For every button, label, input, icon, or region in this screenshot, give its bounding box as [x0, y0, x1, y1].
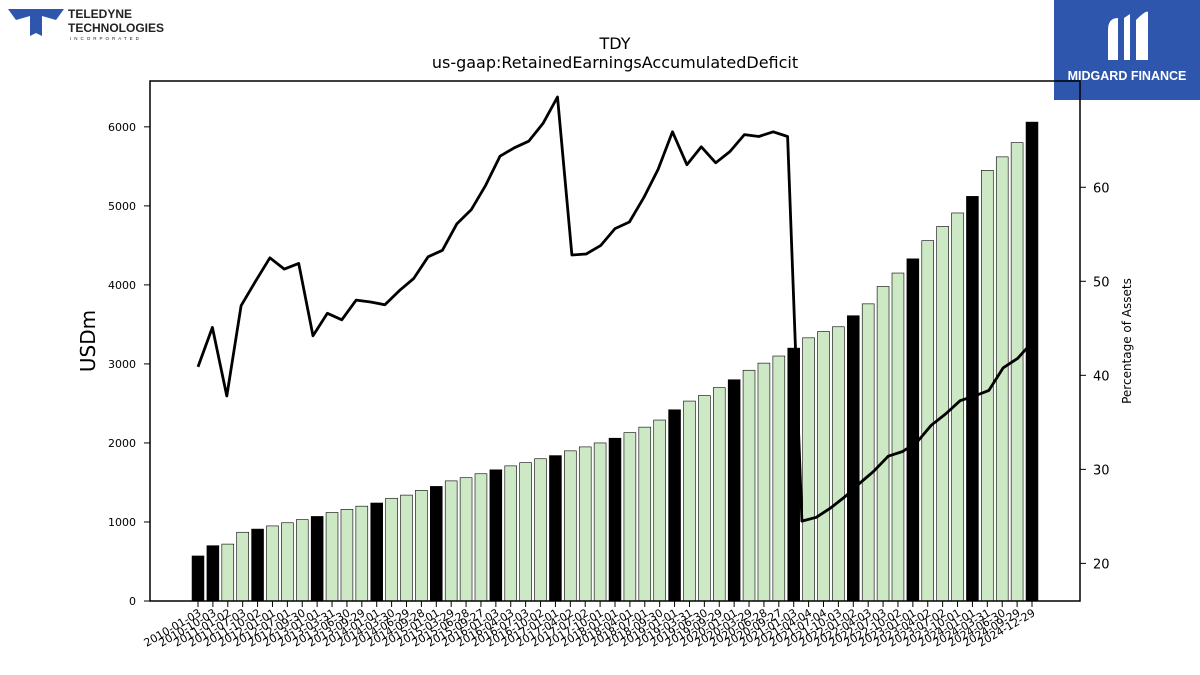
bar	[772, 355, 786, 602]
bar	[385, 497, 398, 602]
y2-tick-label: 20	[1093, 557, 1110, 572]
bar	[340, 509, 354, 602]
bar-series	[191, 121, 1039, 602]
bar	[757, 362, 771, 602]
bar	[415, 490, 428, 602]
y-tick-label: 0	[129, 595, 136, 608]
bar	[281, 522, 294, 602]
bar	[221, 543, 235, 602]
y2-tick-label: 30	[1093, 463, 1110, 478]
bar	[295, 519, 309, 602]
percentage-line	[196, 95, 1034, 523]
y2-tick-label: 60	[1093, 181, 1110, 196]
bar	[549, 455, 562, 602]
teledyne-logo: TELEDYNE TECHNOLOGIES INCORPORATED	[6, 6, 176, 42]
bar	[564, 450, 577, 602]
bar	[698, 395, 711, 602]
bar	[861, 303, 875, 602]
y2-tick-label: 50	[1093, 275, 1110, 290]
bar	[325, 512, 339, 602]
bar	[519, 462, 532, 602]
bar	[534, 458, 547, 602]
bar	[683, 400, 696, 602]
bar	[623, 432, 637, 602]
bar	[206, 545, 220, 602]
x-axis: 2010-01-032010-10-032011-01-022011-07-03…	[142, 601, 1038, 650]
bar	[638, 426, 652, 602]
y-tick-label: 1000	[108, 516, 136, 529]
bar	[474, 473, 488, 602]
bar	[236, 531, 249, 602]
bar	[608, 437, 622, 602]
bar	[444, 480, 458, 602]
bar	[1010, 142, 1024, 602]
bar	[310, 516, 324, 602]
bar	[712, 387, 726, 602]
bar	[921, 240, 935, 602]
bar	[727, 379, 741, 602]
bar	[191, 555, 205, 602]
bar	[876, 286, 890, 602]
bar	[489, 469, 503, 602]
teledyne-logo-mark: TELEDYNE TECHNOLOGIES INCORPORATED	[8, 7, 164, 41]
y-tick-label: 5000	[108, 200, 136, 213]
y-axis-left: 0 1000 2000 3000 4000 5000 6000	[108, 121, 150, 608]
bar	[832, 326, 845, 602]
y-axis-right: 20 30 40 50 60	[1080, 181, 1110, 572]
bar	[251, 528, 264, 602]
midgard-logo-glyph-left	[1108, 18, 1118, 60]
bar	[742, 369, 756, 602]
logo-left-line2: TECHNOLOGIES	[68, 21, 164, 35]
y2-axis-label: Percentage of Assets	[1120, 278, 1134, 404]
bar	[504, 465, 518, 602]
logo-right-name: MIDGARD FINANCE	[1068, 69, 1187, 83]
chart-title: TDY	[599, 34, 631, 53]
bar	[847, 315, 860, 602]
bar	[802, 337, 815, 602]
bar	[1025, 121, 1039, 602]
midgard-logo-glyph-right	[1136, 11, 1148, 60]
y-tick-label: 4000	[108, 279, 136, 292]
bar	[817, 331, 830, 602]
bar	[653, 419, 666, 602]
bar	[459, 477, 473, 602]
line-series	[196, 95, 1034, 523]
y2-tick-label: 40	[1093, 369, 1110, 384]
midgard-finance-logo: MIDGARD FINANCE	[1054, 0, 1200, 100]
bar	[578, 446, 592, 602]
bar	[995, 156, 1009, 602]
bar	[400, 494, 413, 602]
bar	[668, 409, 681, 602]
midgard-logo-glyph-mid	[1124, 14, 1130, 60]
chart-subtitle: us-gaap:RetainedEarningsAccumulatedDefic…	[432, 53, 798, 72]
y-tick-label: 6000	[108, 121, 136, 134]
bar	[593, 442, 607, 602]
logo-left-line3: INCORPORATED	[70, 36, 142, 41]
bar	[355, 505, 369, 602]
midgard-logo-mark: MIDGARD FINANCE	[1068, 11, 1187, 83]
bar	[370, 502, 383, 602]
logo-left-line1: TELEDYNE	[68, 7, 132, 21]
teledyne-logo-shape	[8, 9, 64, 36]
y-tick-label: 2000	[108, 437, 136, 450]
bar	[891, 272, 905, 602]
y-axis-label: USDm	[76, 310, 100, 372]
bar	[430, 486, 443, 602]
bar	[266, 525, 279, 602]
bar	[906, 258, 920, 602]
y-tick-label: 3000	[108, 358, 136, 371]
